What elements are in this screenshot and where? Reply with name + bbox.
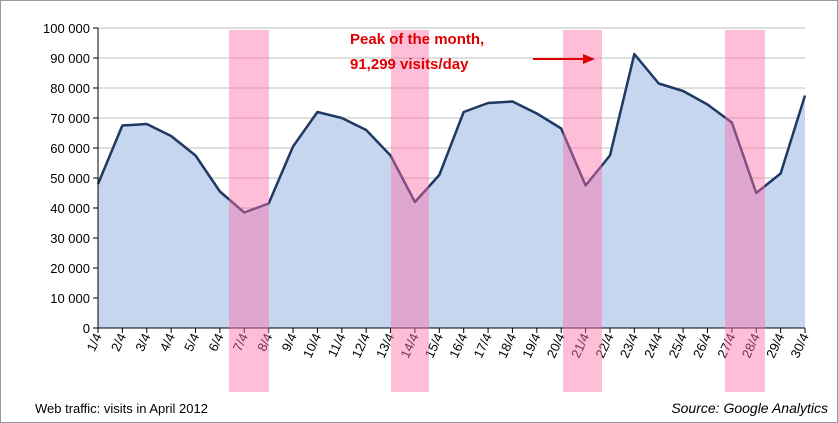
y-tick-label: 60 000 <box>50 141 90 156</box>
footer-left: Web traffic: visits in April 2012 <box>35 401 208 416</box>
annotation: Peak of the month, <box>350 31 484 48</box>
x-tick-label: 9/4 <box>279 331 300 354</box>
x-tick-label: 2/4 <box>108 331 129 354</box>
x-tick-label: 8/4 <box>254 331 275 354</box>
y-tick-label: 100 000 <box>43 21 90 36</box>
line <box>96 52 807 214</box>
plot: 0 10 000 20 000 30 000 40 000 50 000 60 000 70 … <box>43 21 812 360</box>
y-tick-label: 10 000 <box>50 291 90 306</box>
y-tick-label: 30 000 <box>50 231 90 246</box>
y-tick-label: 20 000 <box>50 261 90 276</box>
y-tick-label: 50 000 <box>50 171 90 186</box>
footer-right: Source: Google Analytics <box>671 400 828 416</box>
weekend-band <box>391 30 429 392</box>
x-tick-label: 7/4 <box>230 331 251 354</box>
overlay <box>229 30 765 392</box>
weekend-band <box>229 30 269 392</box>
y-tick-label: 70 000 <box>50 111 90 126</box>
annotation: 91,299 visits/day <box>350 56 469 73</box>
x-tick-label: 6/4 <box>205 331 226 354</box>
weekend-band <box>563 30 602 392</box>
x-tick-label: 3/4 <box>132 331 153 354</box>
weekend-band <box>725 30 765 392</box>
y-tick-label: 90 000 <box>50 51 90 66</box>
area <box>98 54 805 329</box>
x-tick-label: 1/4 <box>83 331 104 354</box>
y-tick-label: 80 000 <box>50 81 90 96</box>
x-tick-label: 5/4 <box>181 331 202 354</box>
y-tick-label: 40 000 <box>50 201 90 216</box>
x-tick-label: 4/4 <box>157 331 178 354</box>
y-tick-label: 0 <box>83 321 90 336</box>
arrow-head <box>583 54 595 64</box>
